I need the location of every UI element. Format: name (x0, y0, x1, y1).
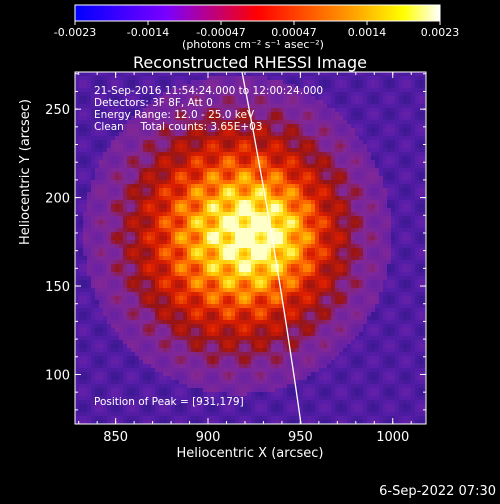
y-axis-label-text: Heliocentric Y (arcsec) (18, 99, 33, 245)
colorbar-tick-label: -0.0014 (127, 26, 169, 39)
chart-title: Reconstructed RHESSI Image (133, 53, 367, 72)
colorbar-tick-label: 0.0023 (421, 26, 460, 39)
y-tick-label: 100 (45, 368, 70, 383)
y-axis-label: Heliocentric Y (arcsec) (18, 99, 33, 245)
x-axis-label: Heliocentric X (arcsec) (177, 446, 324, 461)
colorbar (75, 5, 440, 21)
x-tick-label: 950 (288, 430, 313, 445)
detectors-annotation: Detectors: 3F 8F, Att 0 (94, 98, 213, 109)
x-tick-label: 900 (196, 430, 221, 445)
colorbar-units: (photons cm⁻² s⁻¹ asec⁻²) (182, 38, 324, 51)
x-tick-label: 850 (103, 430, 128, 445)
time-range-annotation: 21-Sep-2016 11:54:24.000 to 12:00:24.000 (94, 86, 323, 97)
clean-annotation: Clean Total counts: 3.65E+03 (94, 122, 263, 133)
colorbar-tick-label: 0.0014 (348, 26, 387, 39)
x-tick-label: 1000 (376, 430, 409, 445)
peak-position-annotation: Position of Peak = [931,179] (94, 397, 244, 408)
y-tick-label: 200 (45, 192, 70, 207)
y-tick-label: 250 (45, 103, 70, 118)
colorbar-tick-label: -0.0023 (54, 26, 96, 39)
energy-annotation: Energy Range: 12.0 - 25.0 keV (94, 110, 254, 121)
y-tick-label: 150 (45, 280, 70, 295)
footer-timestamp: 6-Sep-2022 07:30 (379, 484, 496, 499)
